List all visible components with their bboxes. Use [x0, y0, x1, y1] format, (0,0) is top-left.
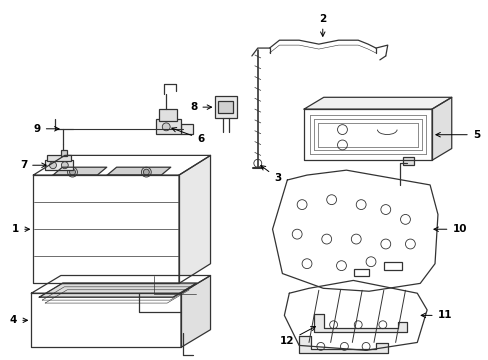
Circle shape	[405, 239, 414, 249]
Circle shape	[141, 167, 151, 177]
Circle shape	[292, 229, 302, 239]
Circle shape	[69, 169, 75, 175]
Polygon shape	[284, 280, 426, 350]
Bar	[218, 101, 233, 113]
Polygon shape	[313, 314, 407, 332]
Bar	[156, 119, 181, 134]
Circle shape	[143, 169, 149, 175]
Circle shape	[366, 257, 375, 267]
Bar	[181, 124, 192, 134]
Text: 10: 10	[433, 224, 466, 234]
Circle shape	[378, 321, 386, 329]
Circle shape	[380, 204, 390, 215]
Bar	[159, 109, 177, 121]
Polygon shape	[31, 293, 181, 347]
Polygon shape	[39, 283, 196, 297]
Circle shape	[337, 125, 346, 135]
Polygon shape	[299, 336, 387, 353]
Circle shape	[316, 342, 324, 350]
Bar	[383, 262, 401, 270]
Circle shape	[336, 261, 346, 271]
Circle shape	[67, 167, 77, 177]
Text: 1: 1	[12, 224, 29, 234]
Polygon shape	[304, 97, 451, 109]
Circle shape	[302, 259, 311, 269]
Circle shape	[356, 200, 366, 210]
Circle shape	[353, 321, 362, 329]
Polygon shape	[179, 156, 210, 283]
Text: 6: 6	[171, 127, 204, 144]
Text: 12: 12	[280, 327, 315, 346]
Circle shape	[326, 195, 336, 204]
Polygon shape	[272, 170, 437, 291]
Bar	[353, 269, 368, 275]
Circle shape	[49, 162, 56, 169]
Circle shape	[321, 234, 331, 244]
Polygon shape	[33, 156, 210, 175]
Polygon shape	[33, 175, 179, 283]
Text: 7: 7	[20, 160, 46, 170]
Text: 8: 8	[190, 102, 211, 112]
Text: 3: 3	[261, 166, 281, 183]
Circle shape	[337, 140, 346, 150]
Circle shape	[362, 342, 369, 350]
Bar	[61, 150, 67, 156]
Bar	[47, 156, 71, 161]
Circle shape	[350, 234, 361, 244]
Text: 2: 2	[319, 14, 325, 36]
Circle shape	[297, 200, 306, 210]
Circle shape	[400, 215, 409, 224]
Polygon shape	[31, 275, 210, 293]
Text: 11: 11	[420, 310, 451, 320]
Bar	[45, 160, 73, 170]
Polygon shape	[53, 167, 106, 175]
Polygon shape	[181, 275, 210, 347]
Circle shape	[380, 239, 390, 249]
Text: 5: 5	[435, 130, 479, 140]
Bar	[402, 157, 413, 165]
Text: 9: 9	[34, 124, 59, 134]
Polygon shape	[107, 167, 170, 175]
Circle shape	[162, 123, 170, 131]
Circle shape	[253, 159, 261, 167]
Bar	[215, 96, 237, 118]
Circle shape	[340, 342, 347, 350]
Text: 4: 4	[10, 315, 27, 325]
Circle shape	[61, 162, 68, 169]
Polygon shape	[431, 97, 451, 160]
Circle shape	[329, 321, 337, 329]
Polygon shape	[304, 109, 431, 160]
